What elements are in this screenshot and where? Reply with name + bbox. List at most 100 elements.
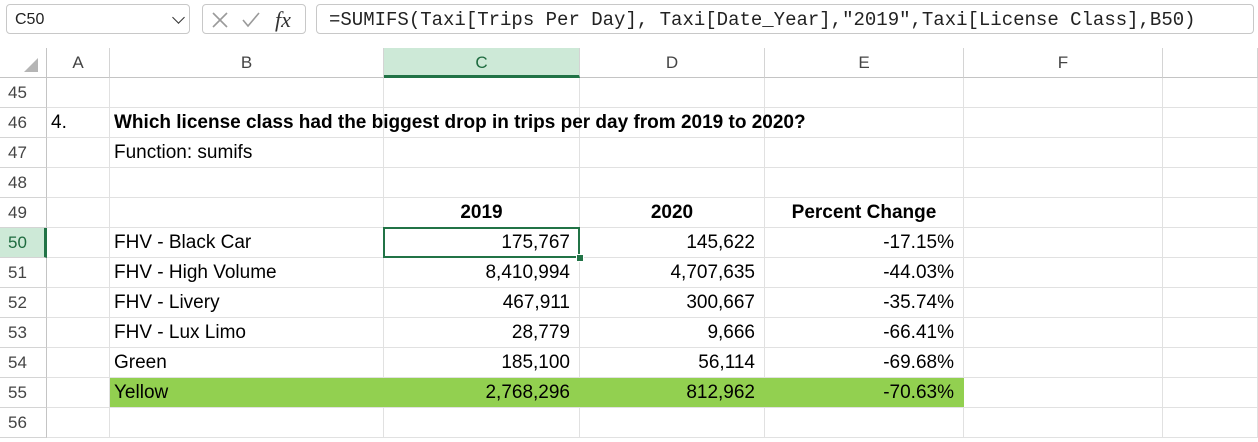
value-percent-change[interactable]: -69.68% [883, 352, 954, 373]
cell[interactable] [580, 138, 765, 168]
row-header-55[interactable]: 55 [0, 378, 47, 408]
cell[interactable] [765, 288, 964, 318]
cell[interactable] [47, 198, 110, 228]
cell[interactable] [765, 348, 964, 378]
cell[interactable] [964, 138, 1163, 168]
select-all-triangle-icon[interactable] [0, 48, 47, 78]
value-percent-change[interactable]: -66.41% [883, 322, 954, 343]
cell[interactable] [964, 168, 1163, 198]
cell[interactable] [964, 198, 1163, 228]
cell[interactable] [384, 138, 580, 168]
row-header-48[interactable]: 48 [0, 168, 47, 198]
cell[interactable] [580, 318, 765, 348]
cell[interactable] [384, 258, 580, 288]
cell[interactable] [580, 228, 765, 258]
header-percent-change[interactable]: Percent Change [791, 202, 937, 223]
row-header-47[interactable]: 47 [0, 138, 47, 168]
cell[interactable] [1163, 78, 1258, 108]
value-percent-change[interactable]: -17.15% [883, 232, 954, 253]
value-2019[interactable]: 2,768,296 [485, 382, 570, 403]
question-text[interactable]: Which license class had the biggest drop… [114, 112, 806, 133]
cell[interactable] [110, 108, 384, 138]
row-label[interactable]: FHV - Lux Limo [114, 322, 246, 343]
cell[interactable] [384, 78, 580, 108]
cell[interactable] [580, 408, 765, 438]
cell[interactable] [765, 138, 964, 168]
column-header-b[interactable]: B [110, 48, 384, 78]
cell[interactable] [110, 288, 384, 318]
cell[interactable] [47, 168, 110, 198]
value-2020[interactable]: 812,962 [686, 382, 755, 403]
row-label[interactable]: FHV - High Volume [114, 262, 277, 283]
value-percent-change[interactable]: -35.74% [883, 292, 954, 313]
cell[interactable] [1163, 348, 1258, 378]
cell[interactable] [384, 108, 580, 138]
cell[interactable] [964, 288, 1163, 318]
question-number[interactable]: 4. [51, 112, 67, 133]
function-note[interactable]: Function: sumifs [114, 142, 253, 163]
value-2020[interactable]: 56,114 [698, 352, 755, 373]
cell[interactable] [110, 168, 384, 198]
cancel-icon[interactable] [211, 11, 229, 29]
row-header-50[interactable]: 50 [0, 228, 47, 258]
enter-check-icon[interactable] [241, 11, 261, 29]
cell[interactable] [110, 138, 384, 168]
cell[interactable] [580, 108, 765, 138]
row-header-56[interactable]: 56 [0, 408, 47, 438]
cell[interactable] [765, 318, 964, 348]
cell[interactable] [1163, 408, 1258, 438]
row-label[interactable]: Green [114, 352, 167, 373]
cell[interactable] [47, 348, 110, 378]
cell[interactable] [47, 228, 110, 258]
cell[interactable] [1163, 168, 1258, 198]
cell[interactable] [765, 78, 964, 108]
cell[interactable] [964, 228, 1163, 258]
value-2019[interactable]: 28,779 [511, 322, 570, 343]
cell[interactable] [47, 408, 110, 438]
chevron-down-icon[interactable] [172, 11, 185, 24]
cell[interactable] [580, 198, 765, 228]
row-header-46[interactable]: 46 [0, 108, 47, 138]
cell[interactable] [1163, 378, 1258, 408]
cell[interactable] [964, 78, 1163, 108]
column-header-d[interactable]: D [580, 48, 765, 78]
cell[interactable] [110, 408, 384, 438]
name-box[interactable]: C50 [6, 4, 190, 34]
cell[interactable] [964, 378, 1163, 408]
cell[interactable] [47, 318, 110, 348]
cell[interactable] [110, 318, 384, 348]
cell[interactable] [1163, 228, 1258, 258]
row-label[interactable]: FHV - Livery [114, 292, 220, 313]
value-2019[interactable]: 175,767 [501, 232, 570, 253]
cell[interactable] [765, 108, 964, 138]
cell[interactable] [765, 198, 964, 228]
value-2020[interactable]: 300,667 [686, 292, 755, 313]
cell[interactable] [765, 408, 964, 438]
row-header-45[interactable]: 45 [0, 78, 47, 108]
cell[interactable] [1163, 198, 1258, 228]
worksheet-grid[interactable]: A B C D E F 45 46 47 48 49 50 51 52 53 54 55 56 4. Which li… [0, 48, 1258, 442]
row-header-53[interactable]: 53 [0, 318, 47, 348]
cell[interactable] [110, 198, 384, 228]
cell[interactable] [1163, 318, 1258, 348]
value-2019[interactable]: 185,100 [501, 352, 570, 373]
cell[interactable] [765, 258, 964, 288]
value-2020[interactable]: 9,666 [707, 322, 755, 343]
cell[interactable] [1163, 138, 1258, 168]
row-header-54[interactable]: 54 [0, 348, 47, 378]
cell[interactable] [110, 78, 384, 108]
column-header[interactable] [1163, 48, 1258, 78]
cell[interactable] [110, 348, 384, 378]
column-header-a[interactable]: A [47, 48, 110, 78]
cell[interactable] [765, 228, 964, 258]
row-label[interactable]: FHV - Black Car [114, 232, 252, 253]
cell[interactable] [47, 108, 110, 138]
value-percent-change[interactable]: -44.03% [883, 262, 954, 283]
cell[interactable] [964, 408, 1163, 438]
row-header-52[interactable]: 52 [0, 288, 47, 318]
header-2019[interactable]: 2019 [460, 202, 503, 223]
cell[interactable] [110, 258, 384, 288]
cell[interactable] [384, 318, 580, 348]
cell[interactable] [964, 348, 1163, 378]
select-all-corner[interactable] [0, 48, 47, 78]
